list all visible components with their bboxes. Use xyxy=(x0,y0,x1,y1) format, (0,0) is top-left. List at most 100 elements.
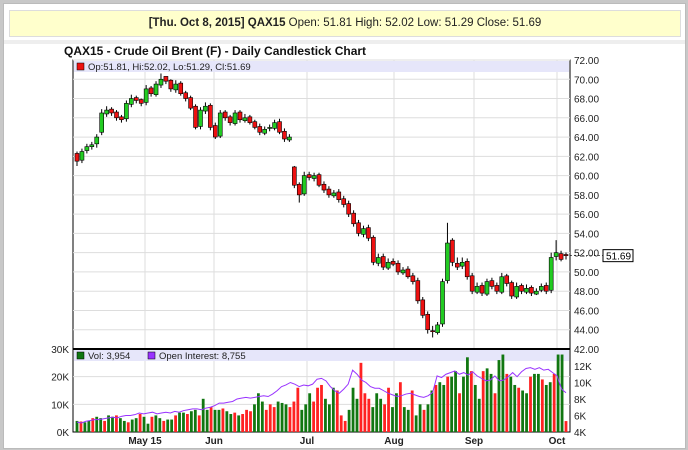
candle-body xyxy=(237,111,243,121)
price-tick-label: 52.00 xyxy=(574,249,599,260)
volume-bar xyxy=(268,404,272,432)
price-tick-label: 62.00 xyxy=(574,152,599,163)
candle-body xyxy=(336,191,342,200)
volume-bar xyxy=(233,412,237,432)
volume-bar xyxy=(426,404,430,432)
volume-bar xyxy=(391,407,394,432)
volume-bar xyxy=(126,422,130,432)
candle-body xyxy=(129,98,134,105)
volume-bar xyxy=(170,419,174,432)
volume-bar xyxy=(272,407,276,432)
candle-body xyxy=(366,227,371,239)
volume-bar xyxy=(150,416,154,432)
candle-body xyxy=(543,285,549,292)
volume-bar xyxy=(418,404,422,432)
candle-body xyxy=(193,105,198,128)
candle-body xyxy=(203,105,208,112)
volume-bar xyxy=(107,415,110,432)
x-tick-label: Aug xyxy=(384,436,403,447)
close-label: Close: xyxy=(476,17,510,29)
volume-bar xyxy=(83,422,87,432)
volume-bar xyxy=(264,409,268,432)
candle-body xyxy=(301,175,307,195)
candle-body xyxy=(114,111,119,119)
volume-bar xyxy=(237,415,241,432)
open-label: Open: xyxy=(288,17,320,29)
candle-body xyxy=(173,83,179,91)
quote-date: [Thu. Oct 8, 2015] xyxy=(148,17,245,29)
candle-body xyxy=(519,285,524,292)
volume-bar xyxy=(398,382,402,432)
volume-bar xyxy=(178,412,181,432)
candle-body xyxy=(84,146,90,151)
volume-bar xyxy=(158,418,162,432)
candle-body xyxy=(183,92,188,99)
candle-body xyxy=(499,276,505,293)
oi-tick-label: 10K xyxy=(574,379,592,390)
oi-tick-label: 8K xyxy=(574,395,587,406)
volume-bar xyxy=(564,421,568,432)
volume-bar xyxy=(493,393,497,432)
price-tick-label: 54.00 xyxy=(574,229,599,240)
candle-body xyxy=(79,151,85,161)
volume-bar xyxy=(414,415,418,432)
volume-bar xyxy=(284,404,288,432)
volume-bar xyxy=(320,384,323,432)
volume-bar xyxy=(91,418,95,432)
volume-bar xyxy=(446,376,450,432)
volume-bar xyxy=(387,387,390,432)
candle-body xyxy=(208,104,213,128)
candle-body xyxy=(435,324,440,333)
candle-body xyxy=(188,97,193,109)
price-tick-label: 68.00 xyxy=(574,95,599,106)
candle-body xyxy=(296,183,302,196)
price-tick-label: 60.00 xyxy=(574,172,599,183)
candle-body xyxy=(311,175,317,179)
volume-bar xyxy=(406,409,410,432)
candle-body xyxy=(534,290,539,295)
volume-bar xyxy=(371,407,375,432)
candle-body xyxy=(94,136,100,145)
volume-bar xyxy=(249,411,252,432)
volume-bar xyxy=(367,398,371,432)
volume-bar xyxy=(217,409,221,432)
oi-tick-label: 4K xyxy=(574,428,587,439)
candle-body xyxy=(316,174,322,186)
price-legend-swatch xyxy=(76,62,85,71)
candle-body xyxy=(469,275,475,292)
last-price-box xyxy=(602,249,634,263)
volume-bar xyxy=(442,384,446,432)
price-tick-label: 72.00 xyxy=(574,56,599,67)
volume-tick-label: 0K xyxy=(57,428,70,439)
price-legend-bg xyxy=(74,61,569,72)
x-tick-label: Jun xyxy=(205,436,223,447)
candle-body xyxy=(450,239,455,263)
high-label: High: xyxy=(355,17,383,29)
volume-bar xyxy=(316,387,319,432)
candle-body xyxy=(163,76,169,82)
candle-body xyxy=(509,282,514,297)
price-tick-label: 48.00 xyxy=(574,287,599,298)
candle-body xyxy=(247,116,253,123)
volume-bar xyxy=(95,416,99,432)
volume-bar xyxy=(379,398,383,432)
x-tick-label: Oct xyxy=(549,436,566,447)
volume-bar xyxy=(213,409,217,432)
volume-bar xyxy=(288,407,292,432)
price-tick-label: 50.00 xyxy=(574,268,599,279)
volume-bar xyxy=(477,398,481,432)
candle-body xyxy=(494,285,500,292)
volume-bar xyxy=(383,404,386,432)
volume-bar xyxy=(533,373,536,432)
volume-bar xyxy=(292,401,296,432)
volume-bar xyxy=(260,401,264,432)
candle-body xyxy=(380,256,386,268)
volume-tick-label: 10K xyxy=(51,400,69,411)
volume-bar xyxy=(154,415,158,432)
volume-bar xyxy=(225,411,229,432)
candle-body xyxy=(133,97,139,101)
quote-symbol: QAX15 xyxy=(247,17,286,29)
volume-bar xyxy=(115,415,118,432)
candle-body xyxy=(143,88,149,103)
